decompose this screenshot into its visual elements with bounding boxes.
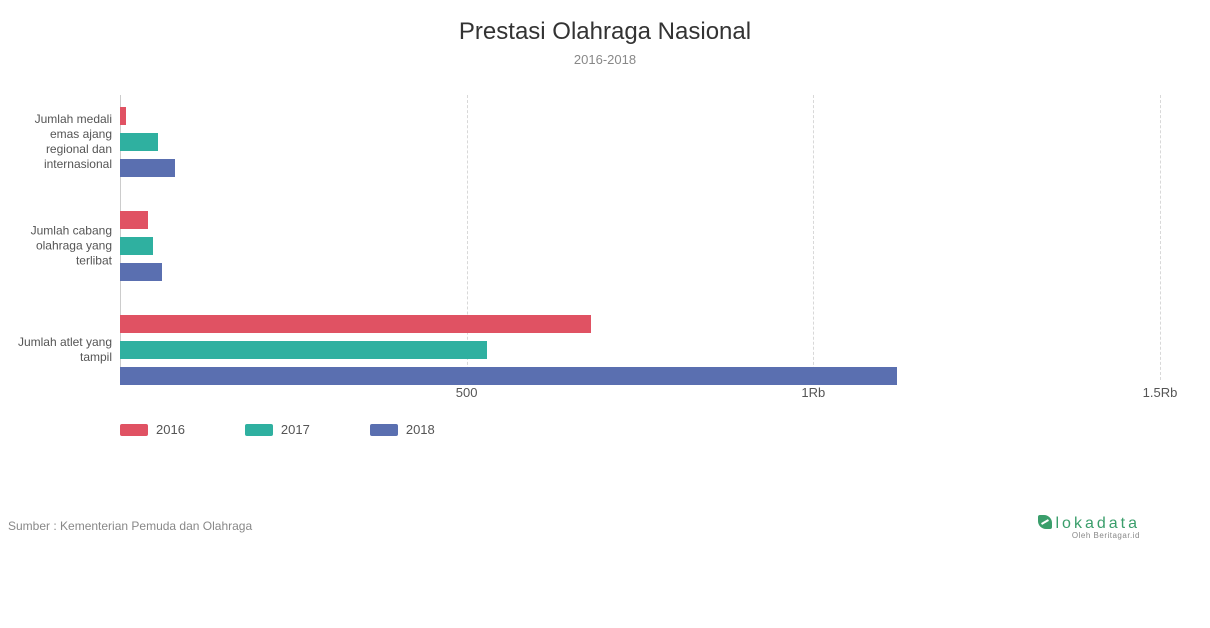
bar (120, 133, 158, 151)
source-text: Sumber : Kementerian Pemuda dan Olahraga (8, 519, 252, 533)
category-label: Jumlah medali emas ajang regional dan in… (5, 112, 120, 172)
legend-item: 2017 (245, 422, 310, 437)
chart-legend: 2016 2017 2018 (120, 422, 435, 437)
x-tick-label: 1.5Rb (1143, 385, 1178, 400)
category-group: Jumlah medali emas ajang regional dan in… (120, 107, 1160, 177)
legend-item: 2018 (370, 422, 435, 437)
legend-swatch (120, 424, 148, 436)
bar (120, 211, 148, 229)
legend-label: 2016 (156, 422, 185, 437)
gridline (1160, 95, 1161, 380)
bar (120, 367, 897, 385)
category-group: Jumlah cabang olahraga yang terlibat (120, 211, 1160, 281)
bar (120, 263, 162, 281)
legend-swatch (370, 424, 398, 436)
bar (120, 107, 126, 125)
x-tick-label: 500 (456, 385, 478, 400)
chart-plot-area: 5001Rb1.5RbJumlah medali emas ajang regi… (120, 95, 1160, 380)
x-tick-label: 1Rb (801, 385, 825, 400)
legend-item: 2016 (120, 422, 185, 437)
chart-title: Prestasi Olahraga Nasional (0, 0, 1210, 46)
legend-label: 2018 (406, 422, 435, 437)
brand-name-text: lokadata (1056, 515, 1141, 532)
bar (120, 315, 591, 333)
bar (120, 341, 487, 359)
leaf-icon (1038, 515, 1052, 529)
brand-logo: lokadata Oleh Beritagar.id (1038, 515, 1141, 540)
legend-label: 2017 (281, 422, 310, 437)
category-label: Jumlah cabang olahraga yang terlibat (5, 224, 120, 269)
category-label: Jumlah atlet yang tampil (5, 335, 120, 365)
bar (120, 159, 175, 177)
category-group: Jumlah atlet yang tampil (120, 315, 1160, 385)
legend-swatch (245, 424, 273, 436)
chart-subtitle: 2016-2018 (0, 52, 1210, 67)
bar (120, 237, 153, 255)
